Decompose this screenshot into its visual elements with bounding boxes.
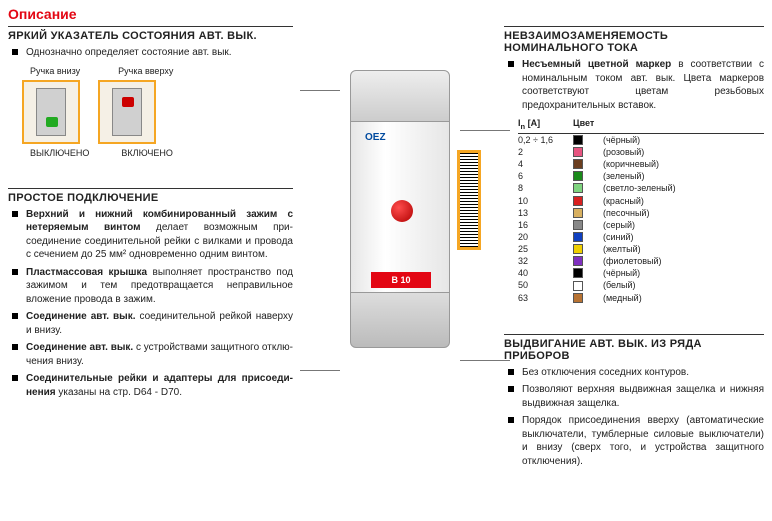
left-column: ЯРКИЙ УКАЗАТЕЛЬ СОСТОЯНИЯ АВТ. ВЫК. Одно…: [8, 26, 293, 403]
caption-off: ВЫКЛЮЧЕНО: [30, 148, 89, 158]
right-column: НЕВЗАИМОЗАМЕНЯЕМОСТЬ НОМИНАЛЬНОГО ТОКА Н…: [504, 26, 764, 472]
table-row: 8(светло-зеленый): [518, 182, 764, 194]
state-box-on: [98, 80, 156, 144]
state-box-off: [22, 80, 80, 144]
rating-label: B 10: [371, 272, 431, 288]
bullet-text: Порядок присоединения вверху (автоматиче…: [508, 414, 764, 468]
product-diagram: OEZ B 10: [320, 70, 480, 410]
section-header-extract: ВЫДВИГАНИЕ АВТ. ВЫК. ИЗ РЯДА ПРИБОРОВ: [504, 334, 764, 362]
bullet-text: Соединение авт. вык. с устройствами защи…: [12, 341, 293, 368]
table-row: 50(белый): [518, 279, 764, 291]
label-handle-down: Ручка внизу: [30, 66, 80, 76]
table-row: 10(красный): [518, 195, 764, 207]
table-row: 2(розовый): [518, 146, 764, 158]
page-title: Описание: [0, 0, 772, 26]
bullet-text: Верхний и нижний комбинированный зажим с…: [12, 208, 293, 262]
bullet-text: Пластмассовая крышка выполняет пространс…: [12, 266, 293, 307]
table-row: 0,2 ÷ 1,6(чёрный): [518, 134, 764, 146]
barcode: [457, 150, 481, 250]
bullet-text: Без отключения соседних контуров.: [508, 366, 764, 380]
table-row: 40(чёрный): [518, 267, 764, 279]
section-header-connection: ПРОСТОЕ ПОДКЛЮЧЕНИЕ: [8, 188, 293, 204]
table-row: 6(зеленый): [518, 170, 764, 182]
table-row: 16(серый): [518, 219, 764, 231]
bullet-text: Соединение авт. вык. соединительной рейк…: [12, 310, 293, 337]
bullet-text: Соединительные рейки и адаптеры для прис…: [12, 372, 293, 399]
caption-on: ВКЛЮЧЕНО: [121, 148, 172, 158]
table-row: 13(песочный): [518, 207, 764, 219]
section-header-indicator: ЯРКИЙ УКАЗАТЕЛЬ СОСТОЯНИЯ АВТ. ВЫК.: [8, 26, 293, 42]
table-row: 4(коричневый): [518, 158, 764, 170]
bullet-text: Позволяют верхняя выдвижная защелка и ни…: [508, 383, 764, 410]
bullet-text: Несъемный цветной маркер в соответствии …: [508, 58, 764, 112]
actuator-icon: [391, 200, 413, 222]
bullet-text: Однозначно определяет состояние авт. вык…: [12, 46, 293, 60]
label-handle-up: Ручка вверху: [118, 66, 173, 76]
color-table: 0,2 ÷ 1,6(чёрный)2(розовый)4(коричневый)…: [518, 134, 764, 304]
table-header: In [A] Цвет: [518, 116, 764, 134]
brand-logo: OEZ: [365, 132, 386, 143]
section-header-marker: НЕВЗАИМОЗАМЕНЯЕМОСТЬ НОМИНАЛЬНОГО ТОКА: [504, 26, 764, 54]
table-row: 63(медный): [518, 292, 764, 304]
table-row: 32(фиолетовый): [518, 255, 764, 267]
table-row: 20(синий): [518, 231, 764, 243]
table-row: 25(желтый): [518, 243, 764, 255]
